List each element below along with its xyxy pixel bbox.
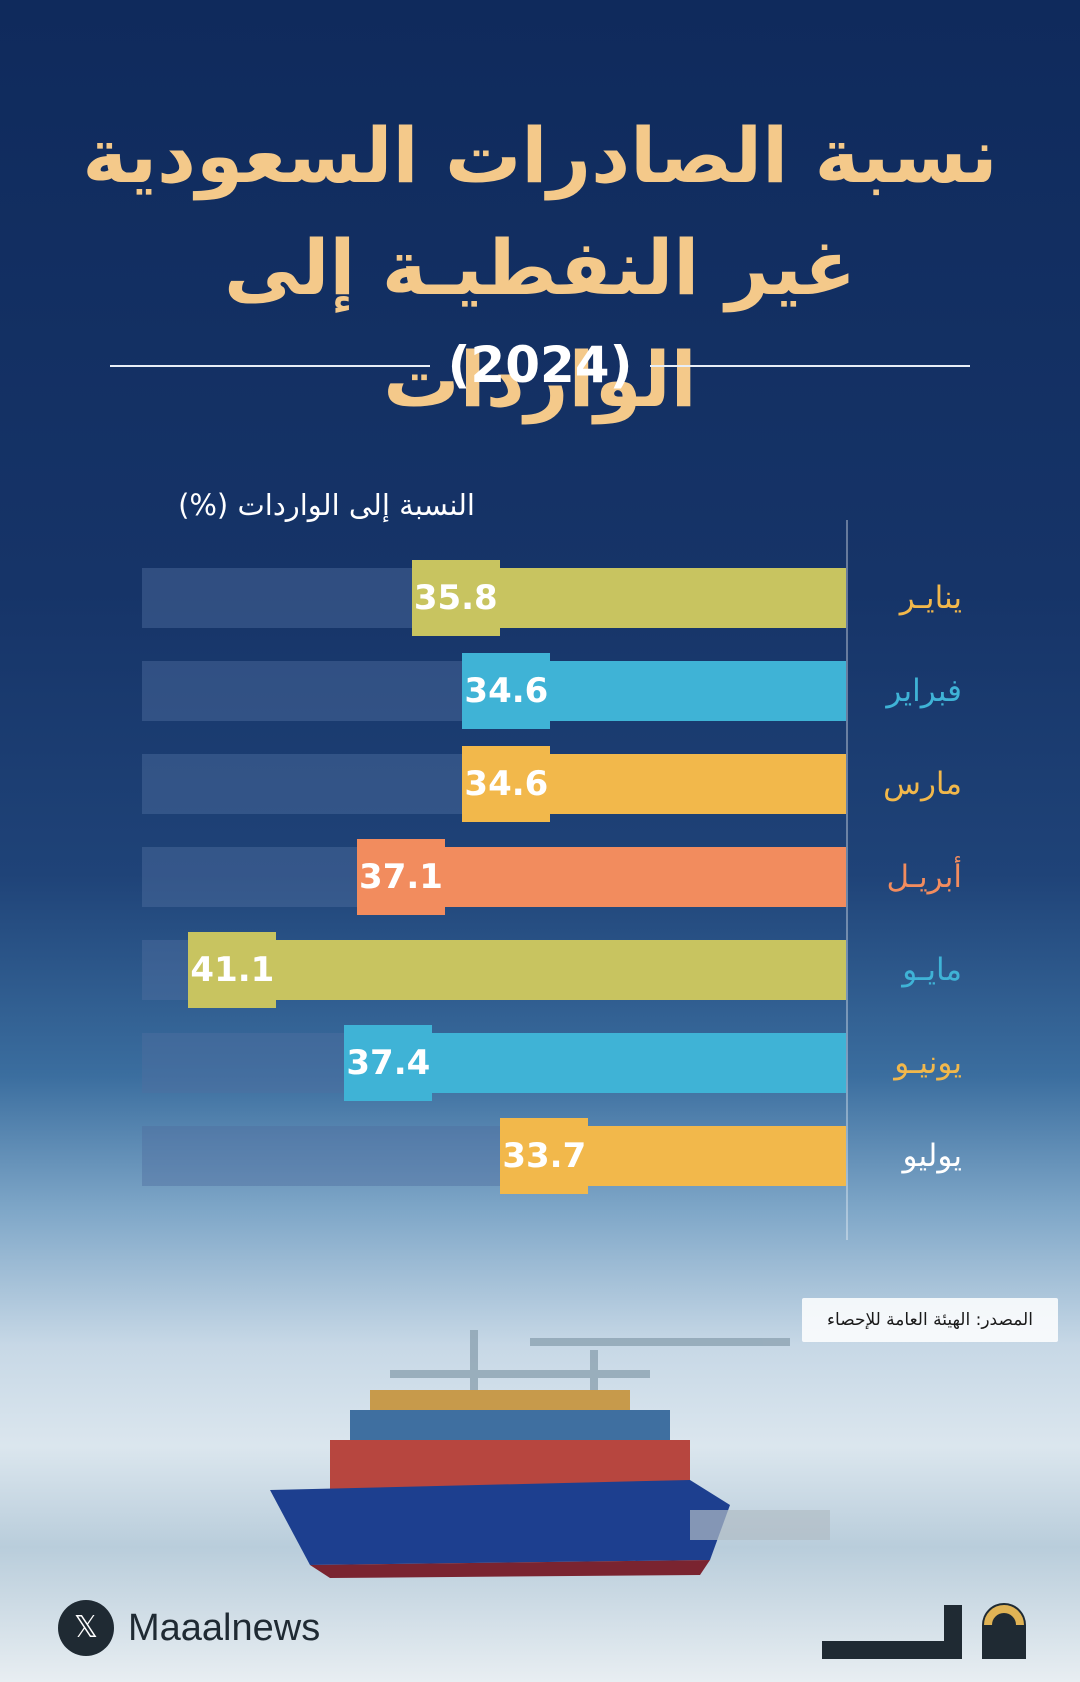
year-divider-right: [650, 365, 970, 367]
category-label: يونيـو: [894, 1045, 962, 1081]
category-label: يوليو: [902, 1138, 962, 1174]
year-label: (2024): [447, 336, 633, 394]
category-label: مايـو: [902, 952, 962, 988]
bar: [188, 940, 846, 1000]
title-line-1: نسبة الصادرات السعودية: [82, 111, 998, 200]
chart-title: نسبة الصادرات السعودية غير النفطيـة إلى …: [60, 100, 1020, 436]
category-label: مارس: [883, 766, 962, 802]
category-label: ينايـر: [899, 580, 962, 616]
y-axis-label: النسبة إلى الواردات (%): [178, 488, 475, 522]
maaal-logo-icon: [822, 1603, 1026, 1659]
category-label: أبريـل: [886, 859, 962, 895]
chart-axis-line: [846, 520, 848, 1240]
bar-value-label: 34.6: [462, 746, 551, 822]
container-ship-image: [270, 1330, 830, 1578]
year-row: (2024): [110, 335, 970, 395]
bar-value-label: 34.6: [462, 653, 551, 729]
bar-value-label: 37.4: [344, 1025, 433, 1101]
bar-value-label: 33.7: [500, 1118, 589, 1194]
x-logo-icon[interactable]: 𝕏: [58, 1600, 114, 1656]
bar-value-label: 37.1: [356, 839, 445, 915]
bar-value-label: 35.8: [411, 560, 500, 636]
brand-handle[interactable]: Maaalnews: [128, 1607, 321, 1649]
year-divider-left: [110, 365, 430, 367]
source-note: المصدر: الهيئة العامة للإحصاء: [802, 1298, 1058, 1342]
title-line-2: غير النفطيـة إلى الواردات: [223, 223, 857, 424]
bar-value-label: 41.1: [188, 932, 277, 1008]
category-label: فبراير: [886, 673, 962, 709]
